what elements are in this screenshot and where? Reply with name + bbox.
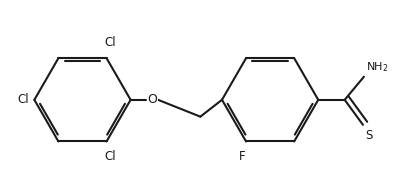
Text: O: O xyxy=(147,93,157,106)
Text: F: F xyxy=(239,150,246,163)
Text: Cl: Cl xyxy=(105,150,116,163)
Text: NH$_2$: NH$_2$ xyxy=(366,60,389,74)
Text: Cl: Cl xyxy=(17,93,29,106)
Text: S: S xyxy=(366,129,373,142)
Text: Cl: Cl xyxy=(105,36,116,49)
